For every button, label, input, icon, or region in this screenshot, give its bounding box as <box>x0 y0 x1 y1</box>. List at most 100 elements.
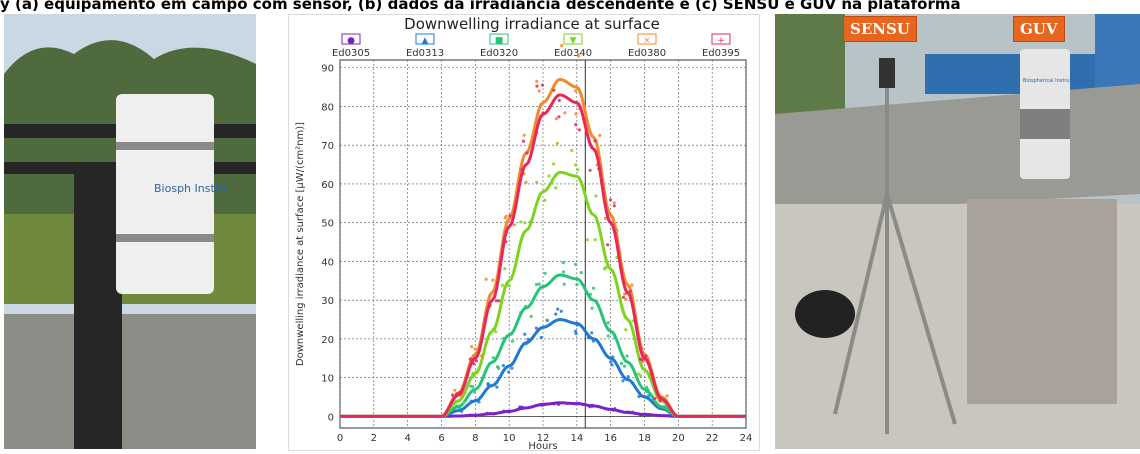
data-point <box>474 370 478 374</box>
data-point <box>624 297 628 301</box>
data-point <box>460 409 464 413</box>
data-point <box>557 98 561 103</box>
data-point <box>659 396 663 400</box>
data-point <box>658 399 662 403</box>
legend-marker: × <box>643 36 651 46</box>
data-point <box>644 385 649 389</box>
legend-item-Ed0305: ● Ed0305 <box>332 33 370 59</box>
data-point <box>504 214 508 218</box>
data-point <box>480 354 484 358</box>
y-tick-label: 10 <box>321 374 334 385</box>
data-point <box>628 410 632 414</box>
data-point <box>500 283 505 287</box>
data-point <box>631 410 635 414</box>
legend-item-Ed0313: ▲ Ed0313 <box>406 33 444 59</box>
y-tick-label: 40 <box>321 257 334 268</box>
data-point <box>535 84 539 88</box>
data-point <box>472 362 476 366</box>
y-tick-label: 50 <box>321 219 334 230</box>
x-tick-label: 6 <box>438 433 444 444</box>
legend-item-Ed0380: × Ed0380 <box>628 33 666 59</box>
x-tick-label: 0 <box>337 433 343 444</box>
photo-pole <box>74 164 122 449</box>
x-tick-label: 20 <box>672 433 685 444</box>
legend-item-Ed0340: ▼ Ed0340 <box>554 33 592 59</box>
data-point <box>637 395 641 399</box>
data-point <box>621 379 625 383</box>
data-point <box>520 168 524 172</box>
data-point <box>492 412 496 416</box>
data-point <box>576 168 580 172</box>
data-point <box>554 312 558 316</box>
data-point <box>565 401 569 405</box>
data-point <box>611 355 615 359</box>
data-point <box>590 331 594 335</box>
data-point <box>471 385 475 389</box>
legend-label: Ed0320 <box>480 48 518 59</box>
legend-item-Ed0395: + Ed0395 <box>702 33 740 59</box>
data-point <box>603 216 608 220</box>
chart-legend: ● Ed0305 ▲ Ed0313 ■ Ed0320 ▼ Ed0340 × Ed0380 + Ed03… <box>332 33 740 59</box>
data-point <box>642 394 646 398</box>
data-point <box>529 314 533 318</box>
data-point <box>588 405 592 409</box>
data-point <box>455 404 459 408</box>
data-point <box>591 286 596 290</box>
data-point <box>609 360 613 364</box>
data-point <box>574 112 578 116</box>
data-point <box>451 393 455 397</box>
data-point <box>524 342 528 346</box>
legend-swatch <box>637 33 657 45</box>
data-point <box>573 402 577 406</box>
data-point <box>507 410 511 414</box>
data-point <box>594 194 598 198</box>
legend-label: Ed0395 <box>702 48 740 59</box>
photo-wall <box>4 314 256 449</box>
data-point <box>495 385 499 389</box>
data-point <box>580 402 584 406</box>
data-point <box>494 330 498 334</box>
x-tick-label: 2 <box>371 433 377 444</box>
data-point <box>539 335 543 340</box>
data-point <box>552 402 556 406</box>
x-tick-label: 4 <box>404 433 410 444</box>
x-tick-label: 8 <box>472 433 478 444</box>
data-point <box>554 117 558 121</box>
data-point <box>591 339 595 343</box>
data-point <box>624 328 628 332</box>
data-point <box>543 271 547 275</box>
data-point <box>458 398 462 402</box>
chart-title: Downwelling irradiance at surface <box>404 15 660 33</box>
data-point <box>453 409 457 413</box>
data-point <box>510 366 514 370</box>
x-tick-label: 10 <box>503 433 516 444</box>
data-point <box>479 413 483 417</box>
data-point <box>544 402 548 406</box>
data-point <box>644 412 648 416</box>
y-tick-label: 30 <box>321 296 334 307</box>
data-point <box>491 327 495 331</box>
data-point <box>541 111 545 115</box>
data-point <box>552 88 556 92</box>
data-point <box>560 44 564 48</box>
data-point <box>610 363 614 367</box>
data-point <box>557 402 561 406</box>
y-tick-label: 20 <box>321 335 334 346</box>
data-point <box>625 354 629 358</box>
data-point <box>468 357 472 361</box>
photo-guv-label: Biospherical Instruments Inc. <box>1023 78 1096 84</box>
legend-marker: + <box>717 36 725 46</box>
photo-sensor-field-drawing: Biosph Instru <box>4 14 256 449</box>
photo-dark-object <box>795 290 855 338</box>
data-point <box>504 240 508 244</box>
data-point <box>535 79 539 83</box>
data-point <box>488 332 492 336</box>
data-point <box>561 261 565 265</box>
y-tick-label: 60 <box>321 180 334 191</box>
data-point <box>645 389 649 394</box>
photo-guv-band <box>1020 109 1070 139</box>
photo-sensor-field: Biosph Instru <box>4 14 256 449</box>
data-point <box>619 361 624 366</box>
series-Ed0395 <box>340 83 746 418</box>
data-point <box>585 238 589 242</box>
